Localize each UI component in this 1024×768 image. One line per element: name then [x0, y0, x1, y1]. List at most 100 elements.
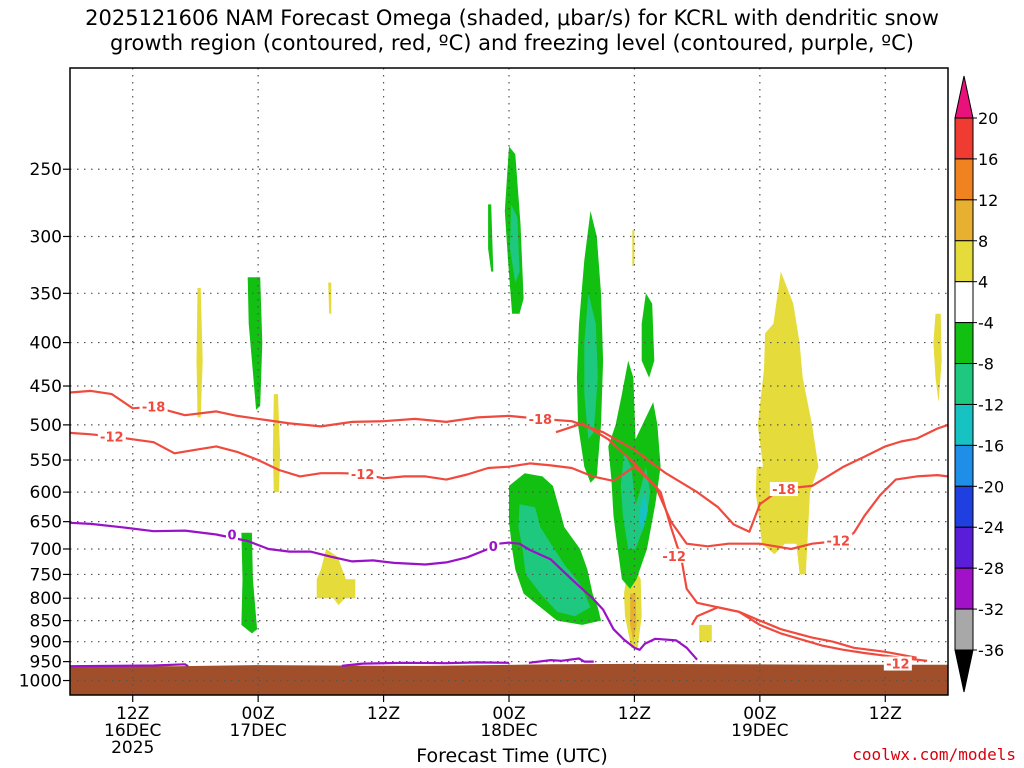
colorbar-tick-label: -32	[978, 600, 1004, 619]
y-tick-label: 650	[30, 513, 62, 533]
contour-label: -12	[351, 468, 375, 483]
contours: -18 -12 -12 -18 -18 -12 -12 -12 0 0	[70, 389, 948, 673]
colorbar-max-arrow	[954, 75, 974, 119]
colorbar-bin	[954, 444, 974, 487]
contour-label: 0	[227, 528, 236, 543]
colorbar-bin	[954, 567, 974, 610]
x-tick-label: 12Z	[618, 704, 651, 724]
y-tick-label: 850	[30, 612, 62, 632]
colorbar-bin	[954, 199, 974, 242]
colorbar-bin	[954, 240, 974, 283]
omega-area	[316, 549, 356, 606]
y-tick-label: 400	[30, 334, 62, 354]
y-tick-label: 600	[30, 483, 62, 503]
contour-label-bg	[348, 466, 377, 481]
colorbar-tick-label: -16	[978, 436, 1004, 455]
y-tick-label: 800	[30, 589, 62, 609]
contour-label: -12	[827, 534, 851, 549]
omega-area	[755, 271, 819, 575]
x-tick-label: 00Z	[492, 704, 525, 724]
contour-label: -12	[886, 658, 910, 673]
colorbar-bin	[954, 608, 974, 651]
omega-area	[584, 293, 598, 440]
omega-area	[196, 288, 203, 418]
x-tick-label: 19DEC	[731, 721, 788, 741]
colorbar-tick-label: -8	[978, 355, 994, 374]
contour-label-bg	[769, 482, 798, 497]
x-tick-label: 12Z	[367, 704, 400, 724]
contour-label: -18	[772, 483, 796, 498]
dendritic-contour	[690, 606, 928, 662]
contour-label-bg	[883, 656, 912, 671]
y-tick-label: 950	[30, 653, 62, 673]
y-tick-label: 450	[30, 377, 62, 397]
colorbar-bin	[954, 322, 974, 365]
y-tick-label: 1000	[19, 672, 62, 692]
x-tick-label: 00Z	[242, 704, 275, 724]
freezing-level-contour	[341, 661, 510, 667]
y-tick-label: 750	[30, 565, 62, 585]
x-tick-label: 00Z	[743, 704, 776, 724]
omega-area	[510, 204, 520, 283]
contour-label: -18	[142, 401, 166, 416]
omega-area	[699, 624, 712, 642]
omega-area	[638, 492, 648, 533]
colorbar-tick-label: -12	[978, 395, 1004, 414]
colorbar-tick-label: 16	[978, 150, 998, 169]
colorbar-bin	[954, 158, 974, 201]
colorbar: 20 16 12 8 4 -4 -8 -12 -16 -20 -24 -28 -32 -36	[954, 75, 1004, 693]
omega-area	[272, 394, 281, 493]
freezing-level-contour	[528, 657, 594, 664]
colorbar-bin	[954, 363, 974, 405]
colorbar-bin	[954, 485, 974, 528]
credit-link[interactable]: coolwx.com/models	[852, 745, 1016, 764]
omega-area	[630, 593, 637, 642]
omega-area	[933, 313, 942, 403]
omega-area	[641, 293, 655, 378]
x-tick-label: 2025	[111, 738, 154, 758]
colorbar-tick-label: 8	[978, 232, 988, 251]
y-tick-label: 550	[30, 451, 62, 471]
y-tick-label: 300	[30, 227, 62, 247]
y-tick-label: 350	[30, 284, 62, 304]
omega-area	[632, 230, 635, 266]
contour-label-bg	[487, 538, 500, 553]
omega-area	[488, 204, 494, 272]
contour-label-bg	[139, 399, 168, 414]
contour-label: 0	[489, 540, 498, 555]
freezing-level-contour	[70, 521, 698, 661]
x-axis-label: Forecast Time (UTC)	[416, 745, 608, 767]
contour-label: -12	[100, 430, 124, 445]
omega-shading	[70, 146, 948, 695]
terrain-fill	[70, 663, 948, 695]
x-tick-label: 17DEC	[229, 721, 286, 741]
y-axis: 2503003504004505005506006507007508008509…	[19, 160, 70, 692]
chart-title: 2025121606 NAM Forecast Omega (shaded, μ…	[85, 6, 939, 55]
y-tick-label: 500	[30, 416, 62, 436]
x-tick-label: 18DEC	[480, 721, 537, 741]
colorbar-bin	[954, 403, 974, 446]
colorbar-tick-label: 12	[978, 191, 998, 210]
omega-area	[247, 277, 263, 410]
omega-area	[518, 504, 591, 617]
x-tick-label: 16DEC	[104, 721, 161, 741]
colorbar-tick-label: -28	[978, 559, 1004, 578]
x-tick-label: 12Z	[869, 704, 902, 724]
contour-label: -12	[662, 550, 686, 565]
freezing-level-contour	[70, 663, 189, 668]
colorbar-min-arrow	[954, 649, 974, 693]
contour-label: -18	[529, 413, 553, 428]
y-tick-label: 250	[30, 160, 62, 180]
contour-label-bg	[824, 533, 853, 548]
x-tick-label: 12Z	[116, 704, 149, 724]
colorbar-tick-label: -4	[978, 314, 994, 333]
contour-label-bg	[660, 548, 689, 563]
contour-label-bg	[526, 411, 555, 426]
y-tick-label: 900	[30, 633, 62, 653]
colorbar-tick-label: -36	[978, 641, 1004, 660]
contour-label-bg	[97, 429, 126, 444]
omega-area	[241, 532, 258, 634]
colorbar-tick-label: -20	[978, 477, 1004, 496]
